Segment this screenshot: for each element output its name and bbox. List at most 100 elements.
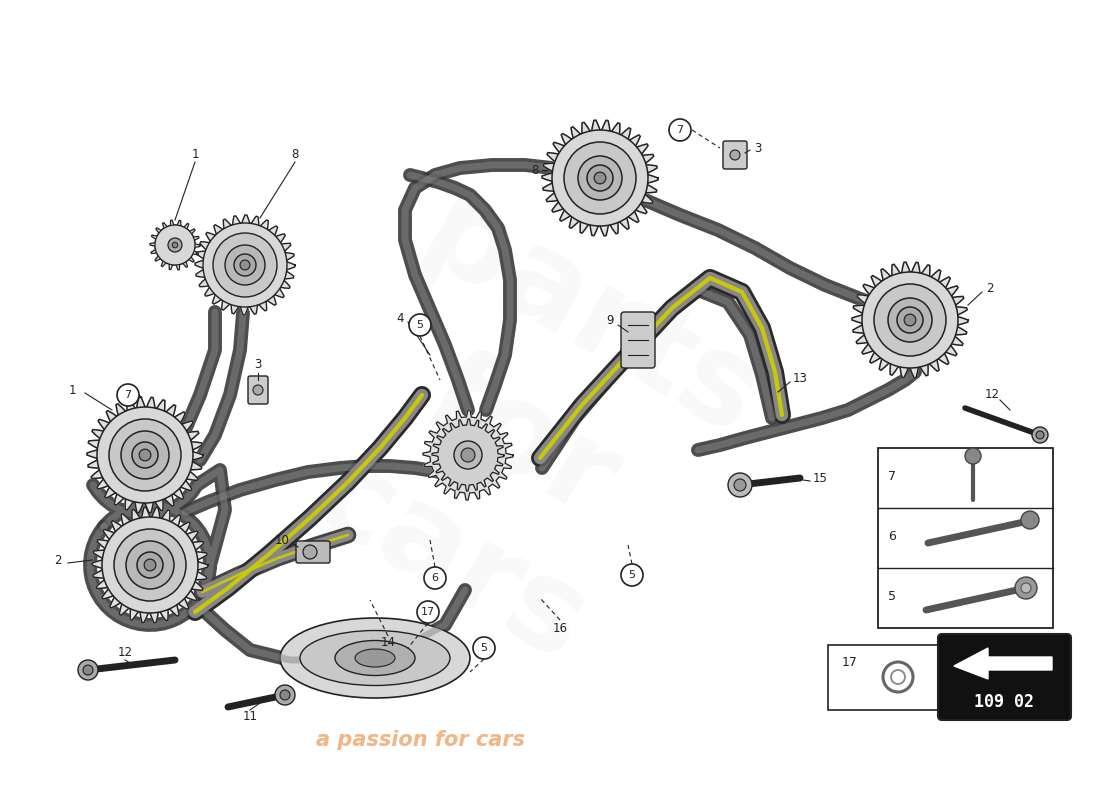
Text: 5: 5 [481, 643, 487, 653]
Text: 16: 16 [552, 622, 568, 634]
Circle shape [1021, 511, 1040, 529]
Circle shape [1032, 427, 1048, 443]
Text: 3: 3 [254, 358, 262, 371]
Circle shape [168, 238, 182, 252]
Circle shape [204, 223, 287, 307]
Polygon shape [92, 507, 208, 623]
FancyBboxPatch shape [828, 645, 940, 710]
Circle shape [121, 431, 169, 479]
Circle shape [621, 564, 643, 586]
Circle shape [132, 442, 158, 468]
Circle shape [409, 314, 431, 336]
Text: 8: 8 [292, 149, 299, 162]
Circle shape [253, 385, 263, 395]
Text: 5: 5 [888, 590, 896, 602]
Text: 7: 7 [888, 470, 896, 482]
Circle shape [461, 448, 475, 462]
Text: 15: 15 [813, 471, 827, 485]
Circle shape [97, 407, 192, 503]
Text: 4: 4 [396, 311, 404, 325]
Circle shape [417, 601, 439, 623]
Circle shape [552, 130, 648, 226]
Circle shape [1015, 577, 1037, 599]
Text: 11: 11 [242, 710, 257, 723]
Polygon shape [424, 410, 513, 500]
Text: 14: 14 [381, 637, 396, 650]
Text: a passion for cars: a passion for cars [316, 730, 525, 750]
Circle shape [578, 156, 621, 200]
FancyBboxPatch shape [248, 376, 268, 404]
Text: 2: 2 [987, 282, 993, 294]
Text: 17: 17 [842, 657, 858, 670]
Text: 9: 9 [606, 314, 614, 326]
Text: 7: 7 [124, 390, 132, 400]
Circle shape [234, 254, 256, 276]
Text: 5: 5 [628, 570, 636, 580]
FancyBboxPatch shape [621, 312, 654, 368]
Circle shape [1021, 583, 1031, 593]
Circle shape [144, 559, 156, 571]
Polygon shape [432, 419, 504, 491]
Polygon shape [852, 262, 968, 378]
Circle shape [82, 665, 94, 675]
Circle shape [473, 637, 495, 659]
Circle shape [874, 284, 946, 356]
Text: 12: 12 [984, 389, 1000, 402]
Circle shape [109, 419, 182, 491]
Circle shape [240, 260, 250, 270]
Circle shape [102, 517, 198, 613]
Circle shape [275, 685, 295, 705]
Circle shape [139, 449, 151, 461]
Text: 6: 6 [888, 530, 895, 542]
Circle shape [173, 242, 178, 248]
Text: 5: 5 [417, 320, 424, 330]
Circle shape [594, 172, 606, 184]
Circle shape [226, 245, 265, 285]
Text: 17: 17 [421, 607, 436, 617]
Ellipse shape [336, 641, 415, 675]
Circle shape [730, 150, 740, 160]
Circle shape [896, 307, 923, 333]
FancyBboxPatch shape [878, 448, 1053, 628]
Text: 7: 7 [676, 125, 683, 135]
Circle shape [78, 660, 98, 680]
Circle shape [888, 298, 932, 342]
FancyBboxPatch shape [938, 634, 1071, 720]
Circle shape [734, 479, 746, 491]
FancyBboxPatch shape [723, 141, 747, 169]
Circle shape [126, 541, 174, 589]
Circle shape [213, 233, 277, 297]
Circle shape [155, 225, 195, 265]
Text: 3: 3 [755, 142, 761, 154]
Circle shape [587, 165, 613, 191]
Text: 1: 1 [191, 149, 199, 162]
Circle shape [114, 529, 186, 601]
FancyBboxPatch shape [296, 541, 330, 563]
Text: 12: 12 [118, 646, 132, 659]
Text: 13: 13 [793, 371, 807, 385]
Polygon shape [954, 648, 1052, 679]
Text: 109 02: 109 02 [974, 693, 1034, 711]
Circle shape [904, 314, 916, 326]
Text: 6: 6 [431, 573, 439, 583]
Text: 1: 1 [68, 383, 76, 397]
Circle shape [1036, 431, 1044, 439]
Circle shape [424, 567, 446, 589]
Text: 2: 2 [54, 554, 62, 566]
Text: 8: 8 [531, 163, 539, 177]
Circle shape [862, 272, 958, 368]
Circle shape [965, 448, 981, 464]
Text: parts
for
cars: parts for cars [260, 174, 780, 706]
Ellipse shape [300, 630, 450, 686]
Polygon shape [195, 215, 295, 315]
Polygon shape [150, 220, 200, 270]
Ellipse shape [280, 618, 470, 698]
Circle shape [117, 384, 139, 406]
Polygon shape [87, 397, 204, 513]
Circle shape [669, 119, 691, 141]
Ellipse shape [355, 649, 395, 667]
Circle shape [728, 473, 752, 497]
Circle shape [454, 441, 482, 469]
Polygon shape [542, 120, 658, 236]
Circle shape [302, 545, 317, 559]
